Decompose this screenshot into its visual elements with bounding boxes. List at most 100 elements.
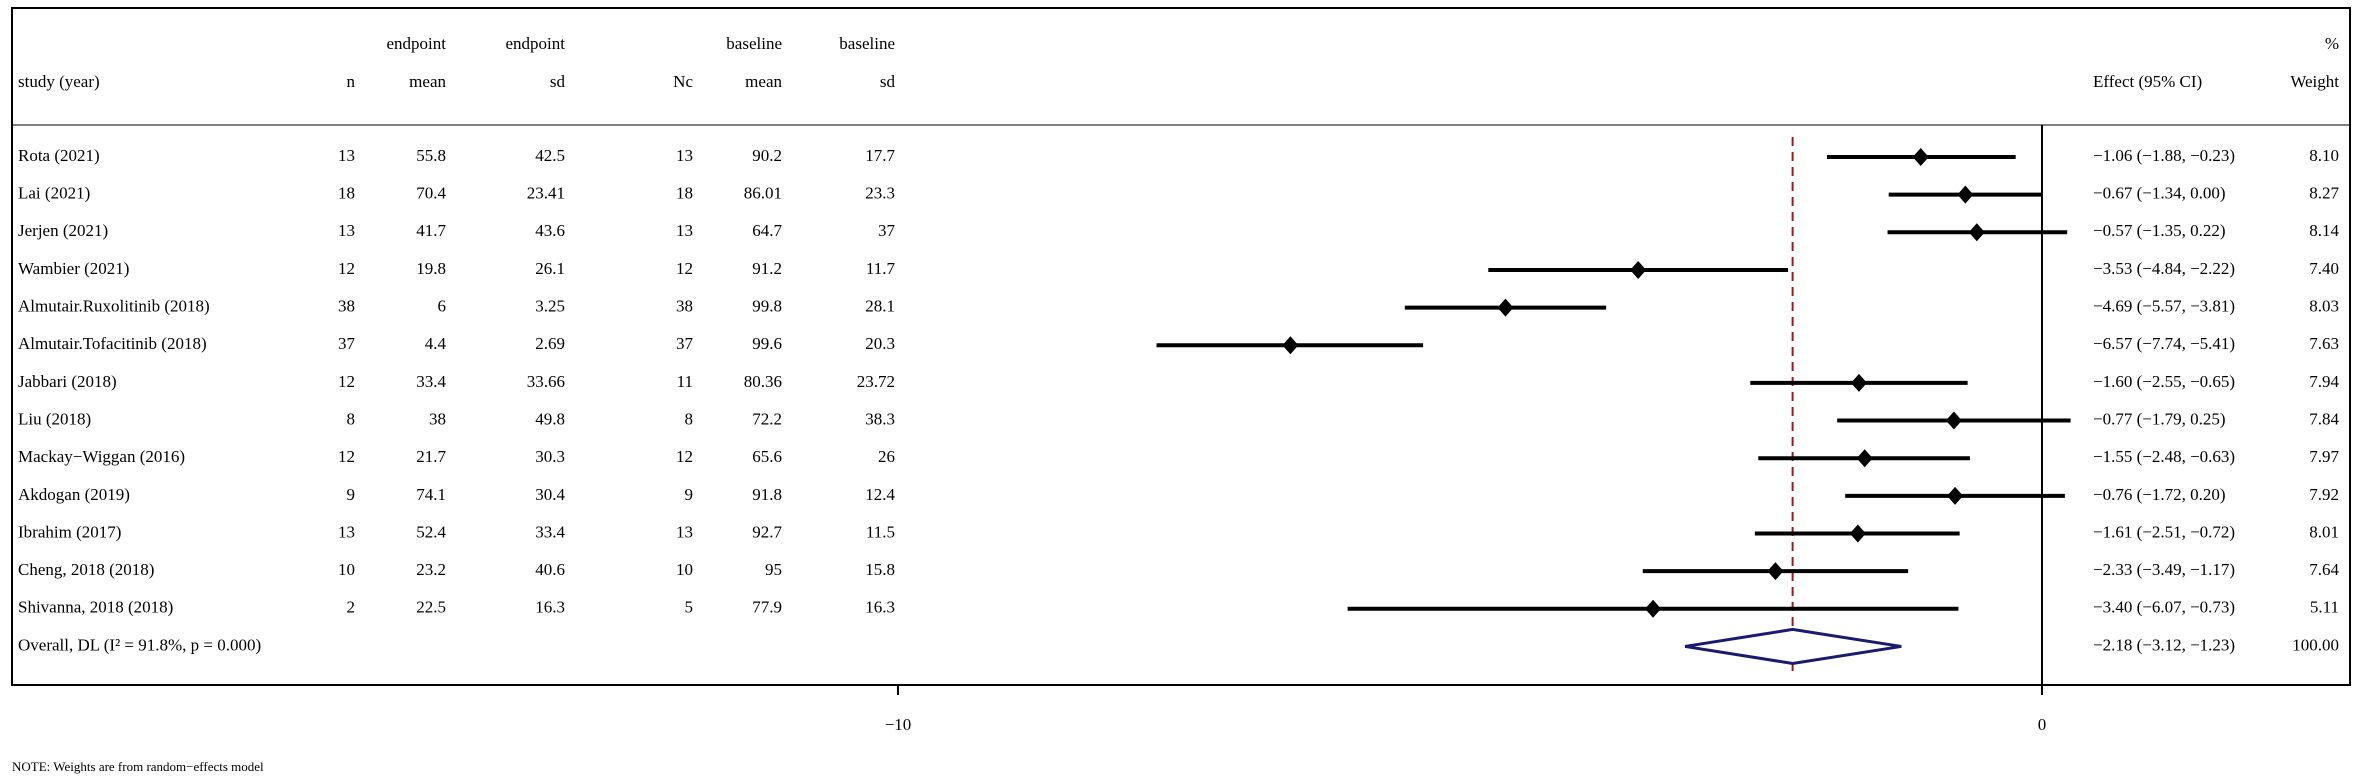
study-label: Jerjen (2021)	[18, 221, 108, 240]
point-estimate	[1282, 336, 1299, 355]
table-cell: 40.6	[535, 560, 565, 579]
table-cell: 7.40	[2309, 259, 2339, 278]
table-cell: 65.6	[752, 447, 782, 466]
table-cell: 7.97	[2309, 447, 2339, 466]
note: NOTE: Weights are from random−effects mo…	[12, 759, 264, 774]
table-cell: 9	[685, 485, 694, 504]
table-cell: 8.27	[2309, 184, 2339, 203]
table-cell: 38	[338, 297, 355, 316]
table-cell: 72.2	[752, 409, 782, 428]
table-cell: 11	[677, 372, 693, 391]
table-cell: 33.4	[535, 522, 565, 541]
table-cell: 7.84	[2309, 409, 2339, 428]
column-header: endpoint	[506, 34, 566, 53]
table-cell: 16.3	[865, 598, 895, 617]
table-cell: 22.5	[416, 598, 446, 617]
table-cell: 7.63	[2309, 334, 2339, 353]
point-estimate	[1912, 148, 1929, 166]
study-label: Liu (2018)	[18, 409, 91, 428]
table-cell: 18	[338, 184, 355, 203]
table-cell: 99.6	[752, 334, 782, 353]
table-cell: 13	[338, 221, 355, 240]
table-cell: 3.25	[535, 297, 565, 316]
table-cell: 55.8	[416, 146, 446, 165]
study-label: Wambier (2021)	[18, 259, 129, 278]
study-label: Mackay−Wiggan (2016)	[18, 447, 185, 466]
study-label: Almutair.Ruxolitinib (2018)	[18, 297, 210, 316]
table-cell: 17.7	[865, 146, 895, 165]
table-cell: −0.77 (−1.79, 0.25)	[2093, 409, 2226, 428]
column-header: baseline	[726, 34, 782, 53]
table-cell: −6.57 (−7.74, −5.41)	[2093, 334, 2235, 353]
table-cell: −1.61 (−2.51, −0.72)	[2093, 522, 2235, 541]
column-header: sd	[880, 72, 896, 91]
column-header: baseline	[839, 34, 895, 53]
table-cell: −0.76 (−1.72, 0.20)	[2093, 485, 2226, 504]
overall-label: Overall, DL (I² = 91.8%, p = 0.000)	[18, 635, 261, 654]
study-label: Almutair.Tofacitinib (2018)	[18, 334, 207, 353]
column-header: study (year)	[18, 72, 100, 91]
table-cell: 42.5	[535, 146, 565, 165]
table-cell: 41.7	[416, 221, 446, 240]
table-cell: 8	[685, 409, 694, 428]
point-estimate	[1945, 411, 1962, 430]
table-cell: 12	[676, 259, 693, 278]
table-cell: 33.66	[527, 372, 565, 391]
table-cell: 13	[676, 146, 693, 165]
table-cell: 26	[878, 447, 895, 466]
column-header: Effect (95% CI)	[2093, 72, 2202, 91]
table-cell: −1.55 (−2.48, −0.63)	[2093, 447, 2235, 466]
table-cell: 13	[338, 146, 355, 165]
table-cell: −1.60 (−2.55, −0.65)	[2093, 372, 2235, 391]
point-estimate	[1767, 562, 1784, 581]
table-cell: 23.2	[416, 560, 446, 579]
table-cell: −3.53 (−4.84, −2.22)	[2093, 259, 2235, 278]
column-header: sd	[550, 72, 566, 91]
table-cell: 10	[338, 560, 355, 579]
column-header: Nc	[673, 72, 693, 91]
table-cell: 74.1	[416, 485, 446, 504]
table-cell: 13	[676, 522, 693, 541]
table-cell: 37	[676, 334, 694, 353]
table-cell: 30.4	[535, 485, 565, 504]
point-estimate	[1968, 223, 1985, 242]
column-header: mean	[745, 72, 782, 91]
table-cell: 8.14	[2309, 221, 2339, 240]
table-cell: 7.92	[2309, 485, 2339, 504]
table-cell: 38.3	[865, 409, 895, 428]
study-label: Shivanna, 2018 (2018)	[18, 598, 173, 617]
table-cell: 21.7	[416, 447, 446, 466]
table-cell: 43.6	[535, 221, 565, 240]
table-cell: 30.3	[535, 447, 565, 466]
table-cell: −0.57 (−1.35, 0.22)	[2093, 221, 2226, 240]
table-cell: 26.1	[535, 259, 565, 278]
table-cell: 70.4	[416, 184, 446, 203]
table-cell: 64.7	[752, 221, 782, 240]
table-cell: 91.8	[752, 485, 782, 504]
table-cell: 5	[685, 598, 694, 617]
table-cell: −3.40 (−6.07, −0.73)	[2093, 598, 2235, 617]
table-cell: 100.00	[2292, 635, 2339, 654]
point-estimate	[1856, 449, 1873, 468]
table-cell: 80.36	[744, 372, 782, 391]
table-cell: 16.3	[535, 598, 565, 617]
table-cell: 86.01	[744, 184, 782, 203]
table-cell: 23.3	[865, 184, 895, 203]
table-cell: 99.8	[752, 297, 782, 316]
overall-diamond	[1684, 627, 1902, 665]
study-label: Jabbari (2018)	[18, 372, 117, 391]
table-cell: 95	[765, 560, 782, 579]
table-cell: 13	[676, 221, 693, 240]
table-cell: 12	[338, 372, 355, 391]
study-label: Ibrahim (2017)	[18, 522, 121, 541]
table-cell: 20.3	[865, 334, 895, 353]
table-cell: 5.11	[2310, 598, 2339, 617]
table-cell: 7.64	[2309, 560, 2339, 579]
table-cell: 6	[438, 297, 447, 316]
table-cell: −4.69 (−5.57, −3.81)	[2093, 297, 2235, 316]
table-cell: 90.2	[752, 146, 782, 165]
table-cell: 4.4	[425, 334, 447, 353]
point-estimate	[1630, 260, 1647, 279]
x-tick-label: 0	[2038, 715, 2047, 734]
table-cell: 12	[338, 447, 355, 466]
